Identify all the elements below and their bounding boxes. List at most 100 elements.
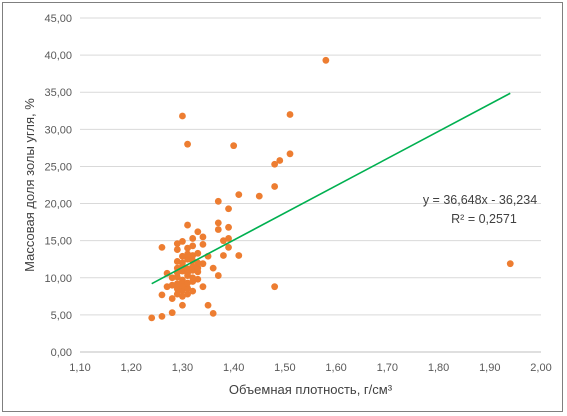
scatter-chart: 0,00 5,00 10,00 15,00 20,00 25,00 30,00 35,00 40…: [22, 13, 552, 397]
data-point: [225, 223, 232, 231]
data-point: [230, 142, 238, 150]
data-point: [173, 258, 181, 265]
data-point: [158, 291, 166, 299]
data-point: [158, 312, 166, 320]
data-point: [204, 301, 212, 309]
data-point: [179, 301, 186, 309]
data-point: [173, 240, 181, 248]
data-point: [286, 111, 294, 118]
data-point: [184, 140, 191, 148]
data-point: [184, 244, 191, 252]
x-tick-label: 1,80: [428, 362, 449, 374]
data-point: [158, 243, 166, 251]
data-point: [179, 292, 186, 300]
data-point: [506, 260, 514, 268]
data-point: [194, 249, 202, 257]
x-tick-label: 2,00: [530, 362, 551, 374]
trendline-equation: y = 36,648x - 36,234: [423, 193, 537, 207]
r-squared-label: R² = 0,2571: [451, 212, 517, 226]
data-point: [184, 290, 191, 298]
data-point: [179, 238, 186, 245]
data-point: [173, 290, 181, 298]
data-point: [214, 226, 222, 233]
x-tick-label: 1,90: [479, 362, 500, 374]
data-point: [179, 286, 186, 294]
data-point: [189, 274, 197, 282]
data-point: [214, 219, 222, 227]
data-point: [168, 309, 176, 317]
data-point: [199, 233, 207, 241]
data-point: [214, 272, 222, 279]
data-point: [209, 310, 217, 317]
x-tick-label: 1,20: [121, 362, 142, 374]
data-point: [184, 265, 191, 273]
y-tick-label: 15,00: [44, 236, 72, 248]
x-tick-label: 1,40: [223, 362, 244, 374]
data-points: [148, 56, 514, 322]
data-point: [271, 283, 279, 291]
data-point: [168, 274, 176, 282]
y-tick-label: 40,00: [44, 50, 72, 62]
y-tick-labels: 0,00 5,00 10,00 15,00 20,00 25,00 30,00 35,00 40…: [44, 13, 72, 359]
trendline: [151, 92, 511, 285]
data-point: [189, 242, 197, 250]
data-point: [235, 191, 243, 199]
x-tick-label: 1,70: [377, 362, 398, 374]
data-point: [168, 281, 176, 289]
data-point: [255, 192, 263, 200]
x-axis-title: Объемная плотность, г/см³: [229, 382, 393, 397]
data-point: [179, 276, 186, 284]
y-axis-title: Массовая доля золы угля, %: [22, 98, 37, 272]
data-point: [225, 235, 232, 242]
data-point: [184, 279, 191, 287]
y-tick-label: 45,00: [44, 13, 72, 25]
data-point: [194, 228, 202, 236]
data-point: [173, 280, 181, 288]
y-tick-label: 10,00: [44, 273, 72, 285]
x-tick-label: 1,50: [274, 362, 295, 374]
x-tick-label: 1,30: [172, 362, 193, 374]
data-point: [184, 255, 191, 263]
y-tick-label: 25,00: [44, 161, 72, 173]
data-point: [189, 263, 197, 271]
data-point: [322, 56, 330, 64]
data-point: [235, 252, 243, 259]
data-point: [184, 221, 191, 229]
data-point: [173, 285, 181, 293]
data-point: [179, 281, 186, 289]
data-point: [276, 157, 284, 164]
data-point: [199, 240, 207, 248]
data-point: [199, 260, 207, 268]
y-tick-label: 0,00: [51, 347, 72, 359]
data-point: [194, 275, 202, 283]
data-point: [209, 264, 217, 272]
data-point: [220, 252, 227, 259]
data-point: [163, 283, 171, 291]
gridlines: [80, 17, 541, 353]
data-point: [168, 295, 176, 302]
data-point: [199, 283, 207, 291]
data-point: [179, 267, 186, 275]
y-tick-label: 20,00: [44, 199, 72, 211]
data-point: [194, 264, 202, 272]
chart-frame: 0,00 5,00 10,00 15,00 20,00 25,00 30,00 35,00 40…: [2, 2, 563, 412]
data-point: [179, 252, 186, 260]
y-tick-label: 35,00: [44, 87, 72, 99]
data-point: [286, 150, 294, 158]
x-tick-label: 1,60: [325, 362, 346, 374]
data-point: [220, 237, 227, 245]
data-point: [271, 183, 279, 190]
data-point: [179, 112, 186, 120]
data-point: [148, 314, 156, 322]
data-point: [189, 287, 197, 295]
y-tick-label: 5,00: [51, 310, 72, 322]
data-point: [179, 259, 186, 267]
data-point: [194, 259, 202, 267]
data-point: [173, 246, 181, 253]
y-tick-label: 30,00: [44, 124, 72, 136]
data-point: [184, 284, 191, 292]
data-point: [225, 205, 232, 213]
data-point: [189, 252, 197, 259]
data-point: [225, 243, 232, 251]
data-point: [271, 160, 279, 168]
